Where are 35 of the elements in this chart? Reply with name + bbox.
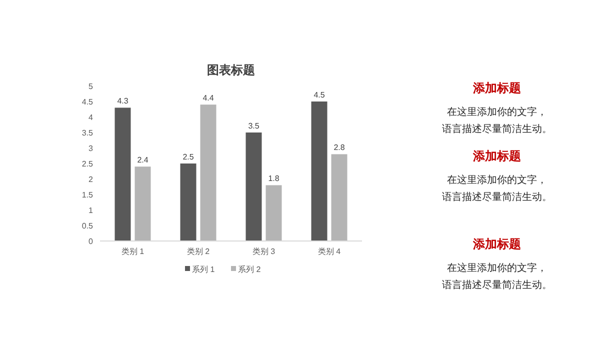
y-tick-label: 2.5 [82,160,94,168]
data-label: 4.5 [314,90,326,100]
text: 语言描述尽量简洁生动。 [442,123,552,135]
text: 在这里添加你的文字， [447,262,547,274]
y-tick-label: 1 [88,206,94,215]
text: 在这里添加你的文字， [447,106,547,118]
data-label: 4.3 [117,96,129,106]
x-tick-label: 类别 1 [121,247,145,256]
text: 添加标题 [472,237,521,251]
y-tick-label: 3 [88,144,94,153]
y-tick-label: 1.5 [82,190,94,200]
data-label: 4.4 [202,94,214,103]
x-tick-label: 类别 4 [318,247,342,256]
data-label: 3.5 [248,122,260,130]
data-label: 2.5 [182,152,194,162]
y-tick-label: 4.5 [82,98,94,106]
data-label: 1.8 [268,174,280,184]
x-tick-label: 类别 3 [252,247,276,256]
y-tick-label: 0.5 [82,222,94,230]
y-tick-label: 5 [88,82,94,91]
text: 语言描述尽量简洁生动。 [442,191,552,203]
legend-label: 系列 2 [238,265,262,274]
y-tick-label: 4 [88,113,94,122]
data-label: 2.4 [137,156,149,165]
text: 添加标题 [472,149,521,163]
text: 在这里添加你的文字， [447,174,547,186]
text: 添加标题 [472,81,521,95]
text: 语言描述尽量简洁生动。 [442,279,552,291]
chart-title: 图表标题 [207,63,255,77]
legend-label: 系列 1 [192,265,216,274]
y-tick-label: 2 [88,175,94,184]
data-label: 2.8 [334,143,346,152]
y-tick-label: 3.5 [82,128,94,138]
x-tick-label: 类别 2 [186,247,210,256]
y-tick-label: 0 [88,237,94,246]
